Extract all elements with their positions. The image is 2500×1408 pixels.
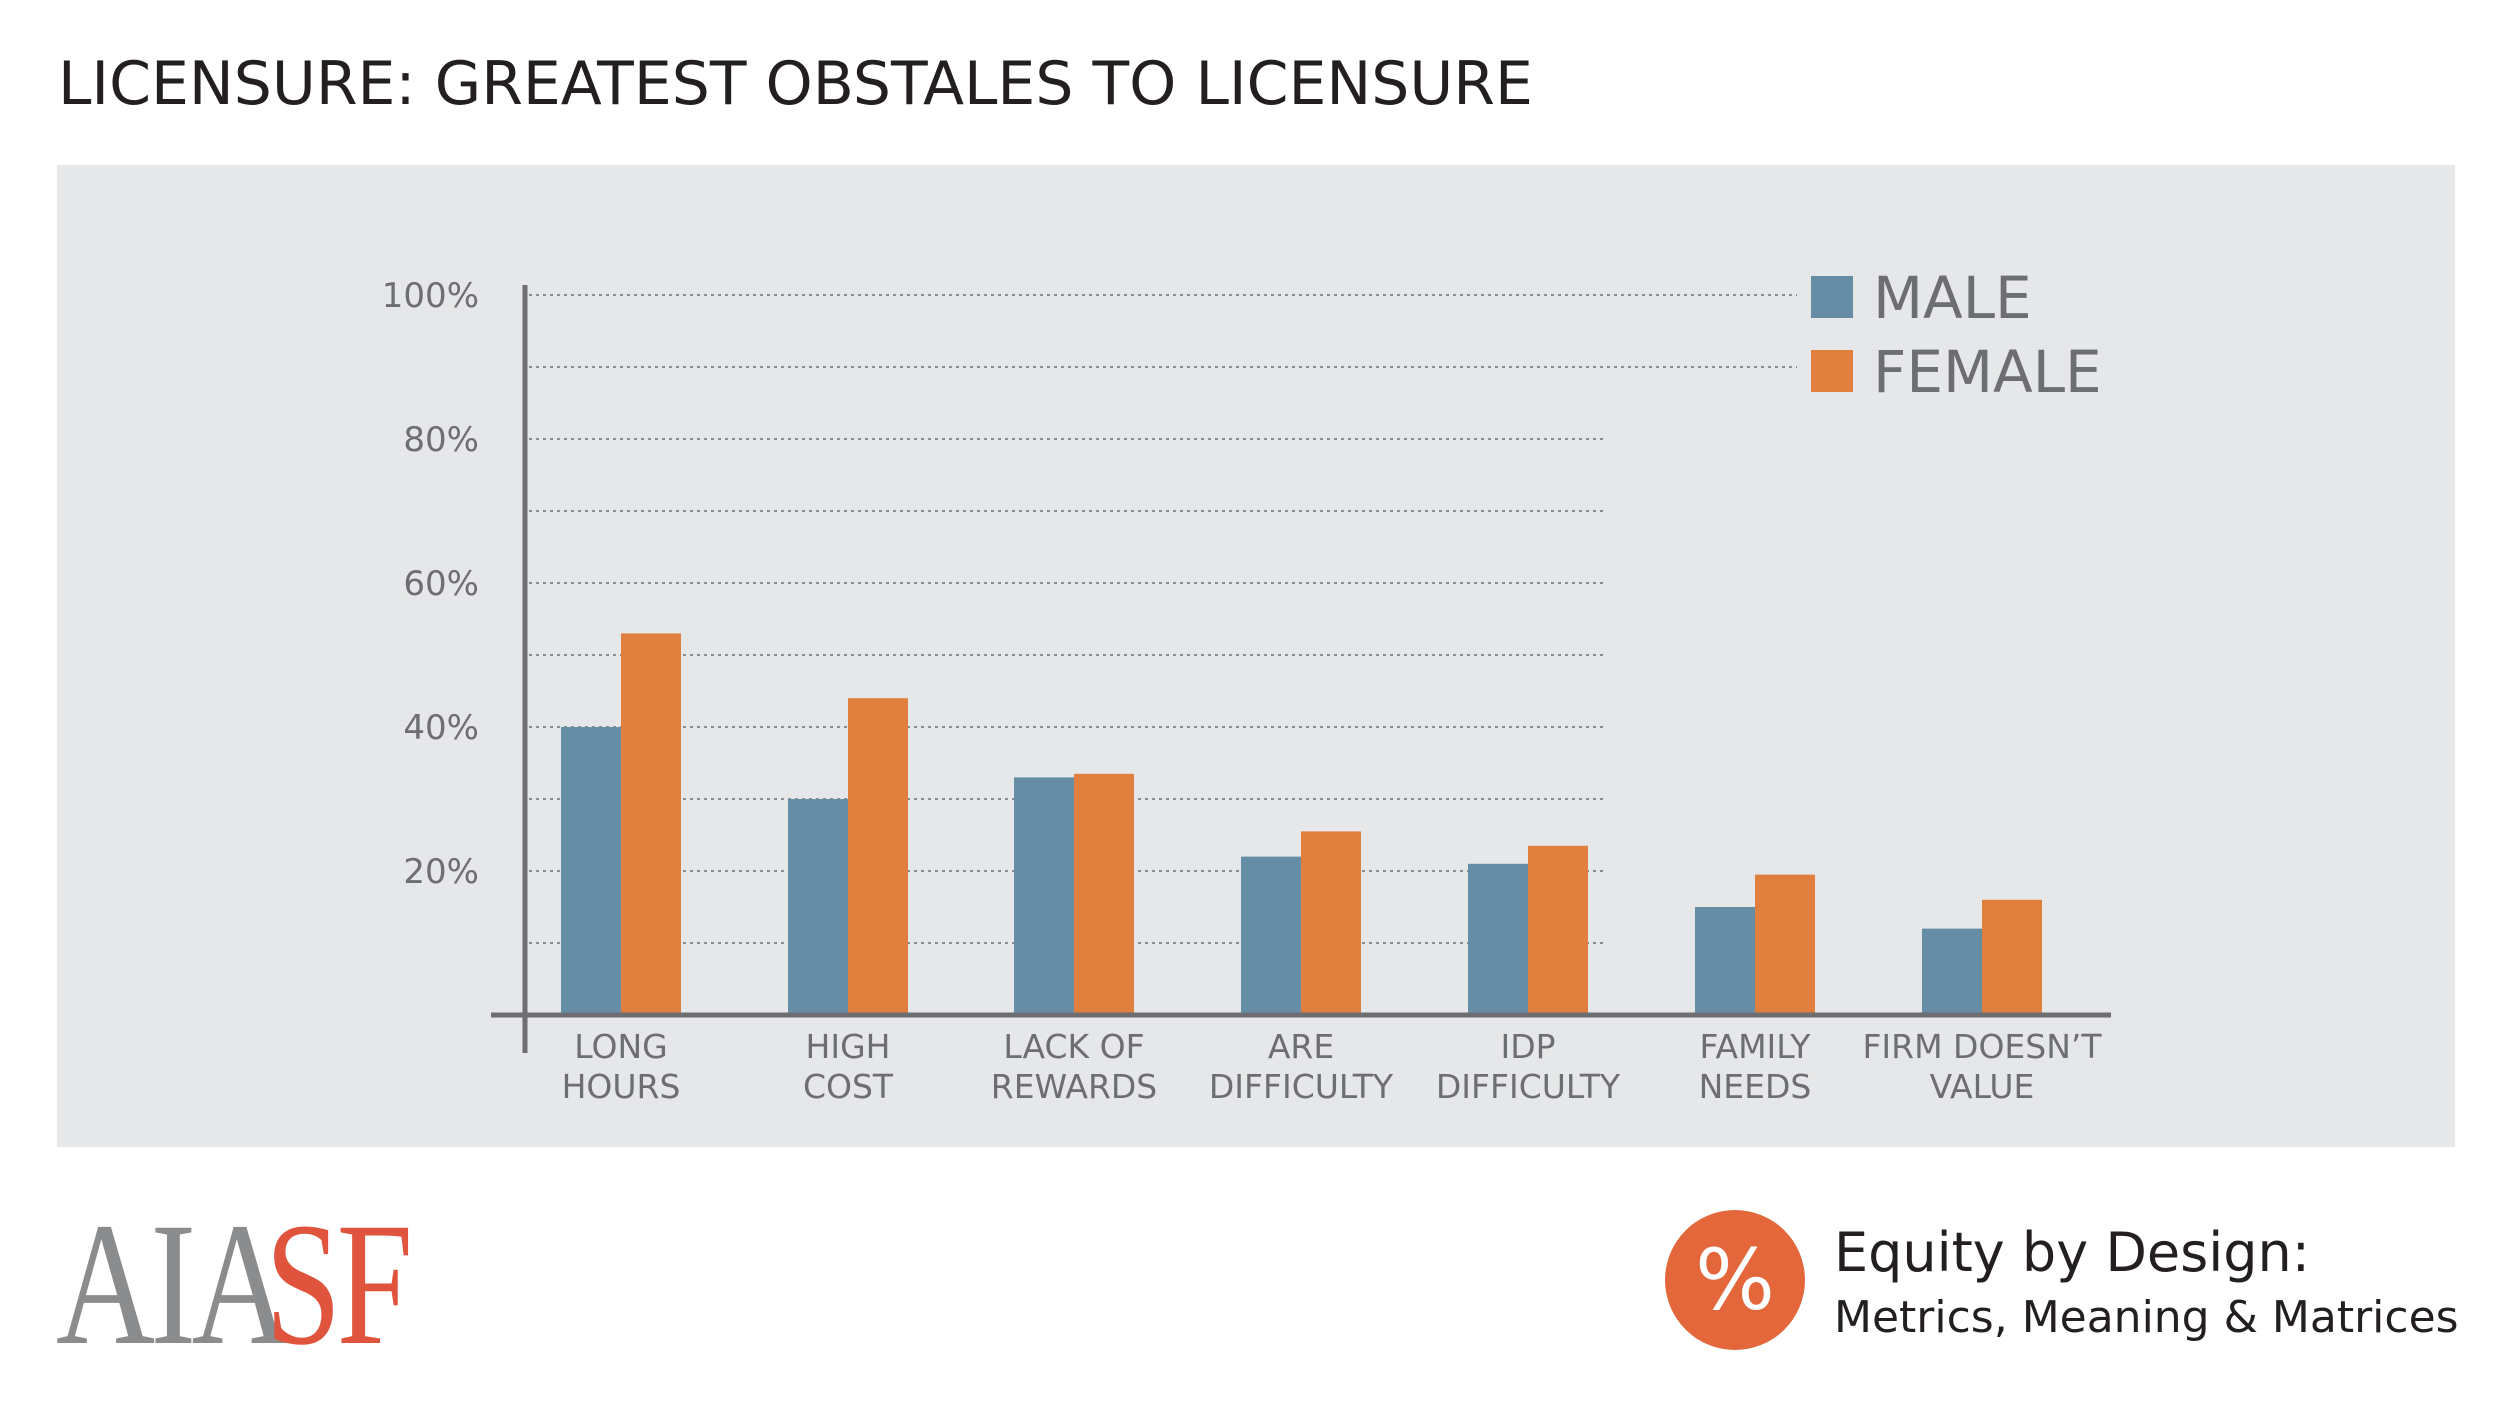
bar-female bbox=[1528, 845, 1588, 1015]
bar-female bbox=[1755, 874, 1815, 1015]
x-tick-label: COST bbox=[803, 1067, 894, 1106]
legend-swatch-male bbox=[1811, 276, 1853, 318]
y-tick-label: 100% bbox=[382, 276, 479, 316]
x-tick-label: NEEDS bbox=[1699, 1067, 1812, 1106]
bar-female bbox=[1301, 831, 1361, 1015]
bar-male bbox=[1014, 777, 1074, 1015]
legend-label-male: MALE bbox=[1873, 264, 2032, 332]
percent-icon: % bbox=[1665, 1210, 1805, 1350]
bar-male bbox=[1241, 856, 1301, 1015]
page-title: LICENSURE: GREATEST OBSTALES TO LICENSUR… bbox=[58, 49, 1533, 119]
bar-male bbox=[1468, 863, 1528, 1015]
x-tick-label: ARE bbox=[1268, 1027, 1334, 1066]
x-tick-label: HIGH bbox=[806, 1027, 891, 1066]
x-tick-label: LACK OF bbox=[1003, 1027, 1144, 1066]
bar-male bbox=[1922, 928, 1982, 1015]
x-tick-label: DIFFICULTY bbox=[1209, 1067, 1394, 1106]
chart-panel: 20% 40% 60% 80% 100% LONG HOURS HIGH COST LACK OF… bbox=[57, 165, 2455, 1147]
bar-male bbox=[1695, 907, 1755, 1015]
logo-sf-text: SF bbox=[264, 1187, 413, 1382]
y-tick-label: 80% bbox=[403, 420, 479, 460]
x-tick-label: IDP bbox=[1500, 1027, 1555, 1066]
bar-male bbox=[788, 799, 848, 1015]
x-tick-label: FIRM DOESN’T bbox=[1862, 1027, 2102, 1066]
equity-by-design-subtitle: Metrics, Meaning & Matrices bbox=[1834, 1292, 2459, 1343]
x-tick-label: VALUE bbox=[1930, 1067, 2035, 1106]
logo-aia-text: AIA bbox=[56, 1187, 291, 1382]
legend-label-female: FEMALE bbox=[1873, 338, 2102, 406]
y-tick-label: 20% bbox=[403, 852, 479, 892]
equity-by-design-title: Equity by Design: bbox=[1834, 1221, 2310, 1284]
legend-swatch-female bbox=[1811, 350, 1853, 392]
x-tick-label: FAMILY bbox=[1700, 1027, 1812, 1066]
bar-female bbox=[1982, 899, 2042, 1015]
bar-female bbox=[1074, 773, 1134, 1015]
x-tick-label: DIFFICULTY bbox=[1436, 1067, 1621, 1106]
x-tick-label: LONG bbox=[574, 1027, 667, 1066]
y-tick-label: 40% bbox=[403, 708, 479, 748]
bar-female bbox=[621, 633, 681, 1015]
y-tick-label: 60% bbox=[403, 564, 479, 604]
aiasf-logo: AIASF bbox=[56, 1187, 449, 1382]
bar-female bbox=[848, 698, 908, 1015]
x-tick-label: HOURS bbox=[562, 1067, 681, 1106]
bar-male bbox=[561, 727, 621, 1015]
x-tick-label: REWARDS bbox=[991, 1067, 1157, 1106]
